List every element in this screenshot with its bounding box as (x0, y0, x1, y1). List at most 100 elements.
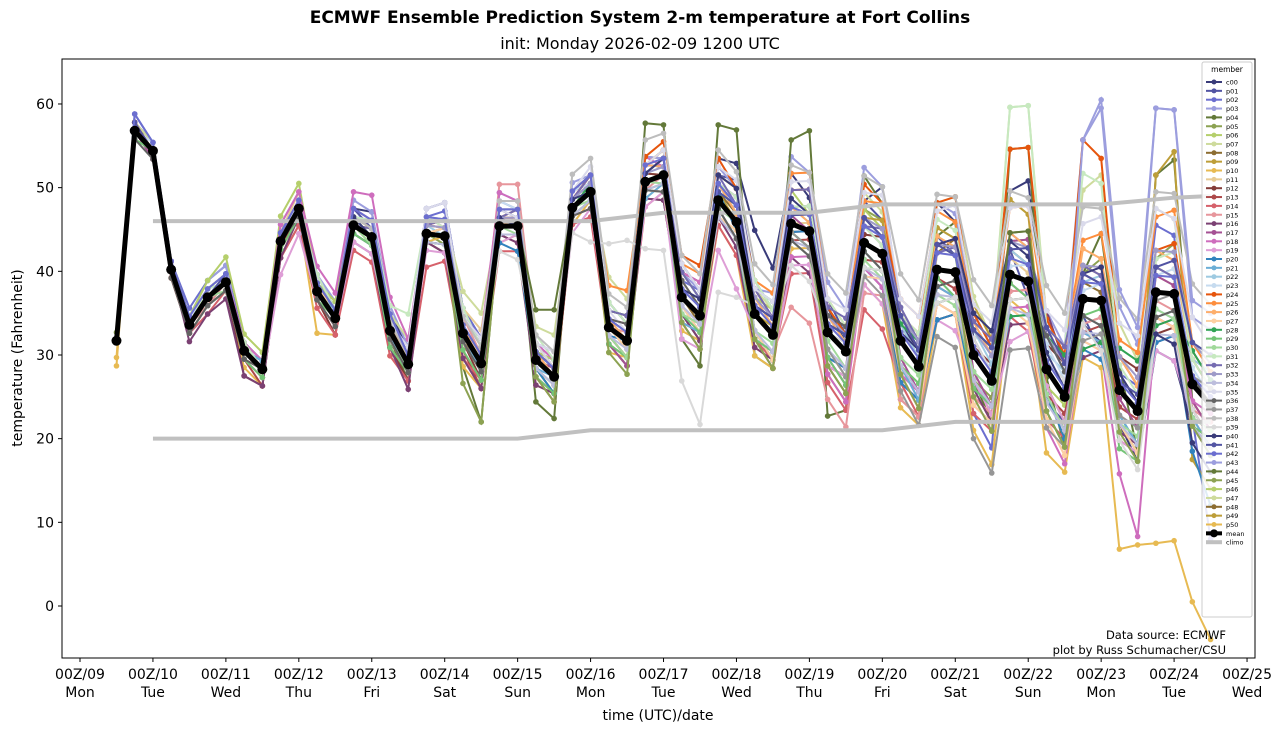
member-point (241, 356, 247, 362)
member-point (368, 209, 375, 215)
member-point (934, 250, 940, 256)
member-point (496, 198, 503, 204)
legend-swatch-marker (1211, 380, 1217, 386)
member-point (824, 413, 831, 419)
member-point (1007, 188, 1013, 194)
y-tick-label: 40 (36, 264, 54, 280)
legend-label: p42 (1226, 450, 1238, 458)
member-point (1171, 341, 1177, 347)
member-point (624, 237, 630, 244)
member-point (1153, 189, 1159, 195)
legend-swatch-marker (1211, 132, 1217, 138)
member-point (1080, 279, 1086, 285)
member-point (1116, 320, 1123, 326)
legend-swatch-marker (1211, 97, 1217, 103)
legend-item: p24 (1206, 291, 1238, 299)
legend-swatch-marker (1211, 114, 1217, 120)
member-point (970, 410, 977, 417)
member-point (1153, 331, 1159, 337)
mean-point (330, 313, 341, 324)
member-point (314, 296, 320, 303)
legend-swatch-marker (1211, 371, 1217, 377)
legend-item: p08 (1206, 149, 1238, 157)
x-tick-day-label: Mon (576, 685, 606, 701)
member-point (678, 336, 685, 342)
legend-item: p35 (1206, 388, 1238, 396)
chart-title: ECMWF Ensemble Prediction System 2-m tem… (309, 8, 971, 28)
member-point (934, 333, 940, 340)
member-point (1171, 332, 1177, 339)
member-point (405, 369, 412, 376)
legend-swatch-marker (1211, 274, 1217, 280)
y-tick-label: 50 (36, 181, 54, 197)
mean-point (476, 358, 487, 369)
member-point (1098, 205, 1104, 212)
legend-item: p33 (1206, 371, 1238, 379)
member-point (296, 189, 302, 195)
annotation-credit: plot by Russ Schumacher/CSU (1053, 643, 1226, 657)
member-point (733, 168, 740, 175)
member-point (606, 240, 612, 247)
mean-point (512, 221, 523, 232)
member-point (1153, 247, 1159, 254)
mean-point (731, 216, 742, 227)
member-point (1116, 437, 1123, 444)
member-point (733, 185, 740, 192)
legend-swatch-marker (1211, 106, 1217, 112)
mean-point (384, 325, 395, 336)
member-point (1153, 540, 1159, 547)
mean-point (804, 226, 815, 237)
x-tick-label: 00Z/15 (493, 667, 543, 683)
member-point (715, 289, 722, 296)
member-point (332, 323, 339, 330)
member-point (460, 288, 466, 295)
member-point (441, 199, 448, 206)
member-point (751, 260, 758, 267)
legend-swatch-marker (1211, 229, 1217, 235)
mean-point (312, 286, 323, 297)
legend-item: p46 (1206, 486, 1238, 494)
member-point (788, 262, 794, 269)
legend-label: p29 (1226, 335, 1238, 343)
member-point (1080, 337, 1086, 344)
legend-item: p03 (1206, 105, 1238, 113)
legend-label: p27 (1226, 317, 1238, 325)
member-point (879, 292, 886, 299)
member-point (824, 296, 831, 302)
member-point (1025, 102, 1032, 109)
member-point (1043, 408, 1050, 414)
member-point (970, 435, 977, 442)
mean-point (1096, 295, 1107, 306)
mean-point (202, 292, 213, 303)
legend-item: p17 (1206, 229, 1238, 237)
x-tick-day-label: Mon (1086, 685, 1116, 701)
legend-swatch-marker (1211, 451, 1217, 457)
mean-point (913, 361, 924, 372)
member-point (733, 127, 740, 133)
member-point (1061, 452, 1068, 459)
member-point (861, 164, 867, 171)
member-point (642, 120, 649, 127)
member-point (314, 330, 320, 337)
member-point (678, 260, 685, 267)
mean-point (348, 220, 359, 231)
member-point (551, 399, 557, 405)
legend-label: p45 (1226, 477, 1238, 485)
member-point (715, 122, 722, 128)
mean-point (713, 195, 724, 206)
legend-swatch-marker (1211, 353, 1217, 359)
member-point (186, 338, 193, 345)
mean-point (1077, 293, 1088, 304)
mean-point (859, 237, 870, 248)
x-tick-label: 00Z/20 (857, 667, 907, 683)
member-point (1007, 296, 1013, 303)
mean-point (1023, 276, 1034, 287)
member-point (988, 428, 995, 434)
legend-item: p13 (1206, 194, 1238, 202)
legend-label: p10 (1226, 167, 1238, 175)
member-point (788, 195, 794, 202)
member-point (1116, 445, 1123, 452)
legend-swatch-marker (1211, 159, 1217, 165)
member-point (642, 245, 649, 252)
legend-label: p22 (1226, 273, 1238, 281)
